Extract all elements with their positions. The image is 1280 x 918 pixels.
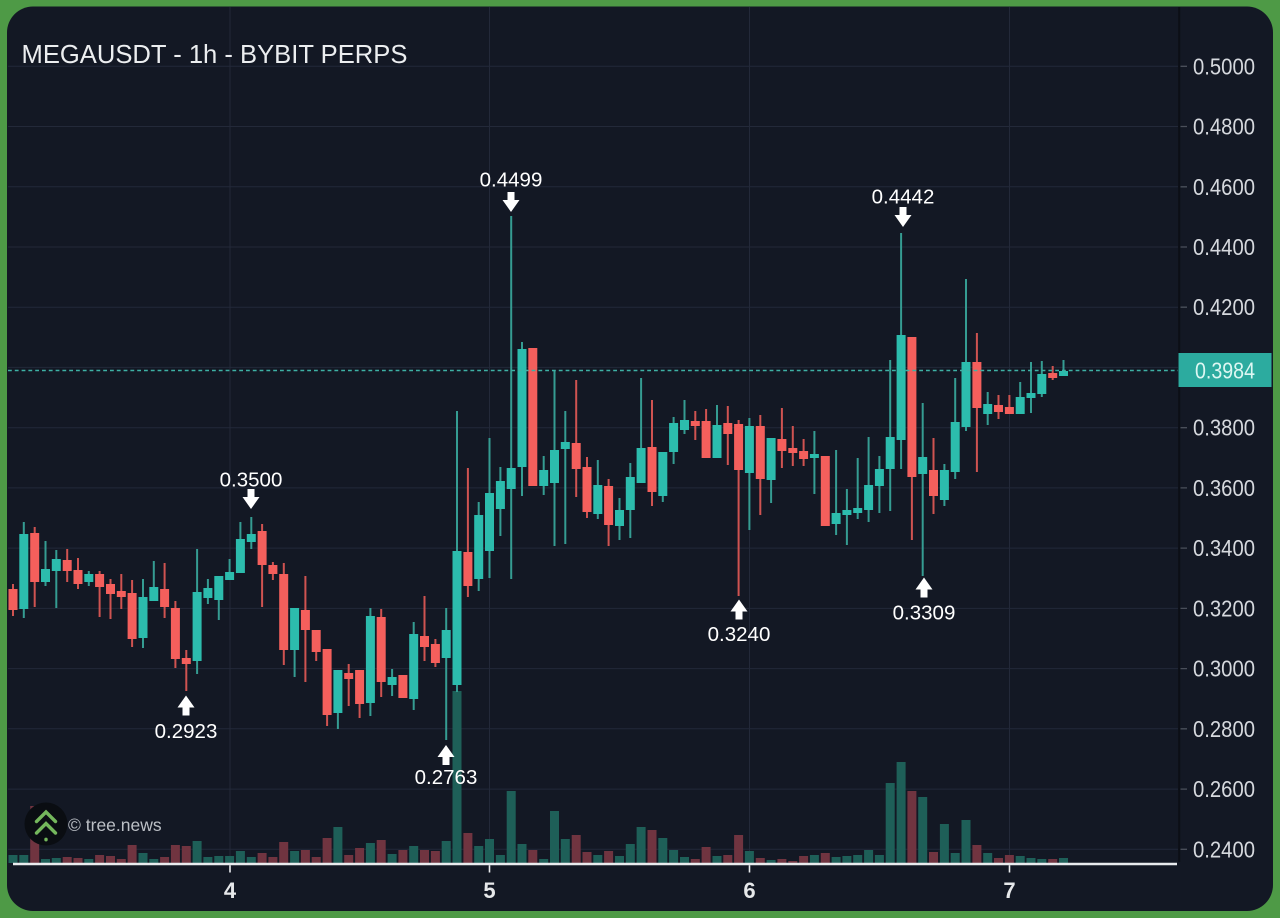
svg-text:0.3000: 0.3000 [1193,656,1255,682]
svg-text:0.2600: 0.2600 [1193,776,1255,802]
svg-text:0.2400: 0.2400 [1193,836,1255,862]
svg-text:0.3984: 0.3984 [1195,358,1255,384]
svg-text:0.4600: 0.4600 [1193,174,1255,200]
svg-text:MEGAUSDT - 1h - BYBIT PERPS: MEGAUSDT - 1h - BYBIT PERPS [22,41,408,69]
svg-text:5: 5 [483,878,495,903]
svg-text:6: 6 [743,878,755,903]
svg-text:4: 4 [224,878,237,903]
svg-text:© tree.news: © tree.news [68,815,162,835]
svg-text:0.5000: 0.5000 [1193,53,1255,79]
svg-text:0.4499: 0.4499 [480,169,543,192]
svg-text:0.3309: 0.3309 [893,602,956,625]
svg-text:0.3400: 0.3400 [1193,535,1255,561]
svg-text:0.4800: 0.4800 [1193,114,1255,140]
svg-text:0.3240: 0.3240 [708,623,771,646]
svg-text:0.2763: 0.2763 [415,766,478,789]
svg-text:0.4400: 0.4400 [1193,234,1255,260]
svg-text:0.4442: 0.4442 [872,186,935,209]
svg-text:0.3500: 0.3500 [220,469,283,492]
svg-text:0.2923: 0.2923 [155,720,218,743]
svg-text:0.3800: 0.3800 [1193,415,1255,441]
svg-text:7: 7 [1003,878,1015,903]
svg-text:0.3200: 0.3200 [1193,595,1255,621]
svg-text:0.2800: 0.2800 [1193,716,1255,742]
svg-text:0.4200: 0.4200 [1193,294,1255,320]
svg-text:0.3600: 0.3600 [1193,475,1255,501]
